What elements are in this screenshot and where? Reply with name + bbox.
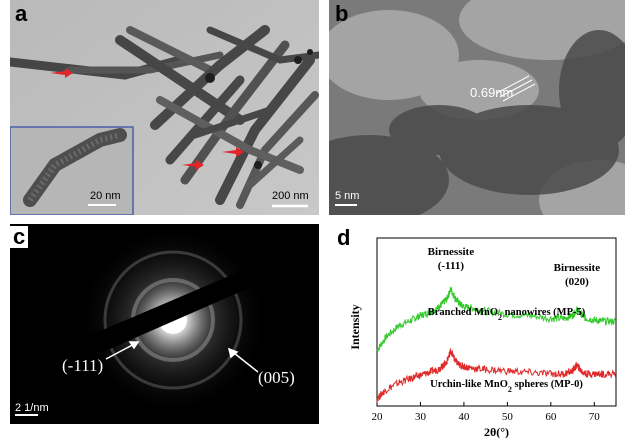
panel-b-hrtem-image: b 0.69nm 5 nm [329,0,625,215]
xrd-plot: 20 30 40 50 60 70 2θ(°) Intensity Branched MnO2… [348,237,617,438]
peak2-index: (020) [565,276,589,288]
x-tick-label: 20 [372,411,384,423]
x-tick-label: 60 [545,411,557,423]
inset-scale-label: 20 nm [90,190,121,202]
x-axis-label: 2θ(°) [484,425,509,438]
panel-letter-c: c [10,226,29,248]
beam-stopper [70,252,290,362]
peak2-name: Birnessite [554,262,601,274]
ring-label-111: (-111) [62,356,104,375]
saed-diffraction-pattern [15,225,290,416]
lattice-spacing-label: 0.69nm [470,85,514,100]
plot-frame [376,237,617,407]
y-axis-label: Intensity [348,304,362,349]
nanowire-micrograph [10,0,319,215]
peak1-name: Birnessite [428,246,475,258]
peak1-index: (-111) [438,260,465,272]
panel-letter-d: d [337,225,351,250]
x-tick-label: 40 [458,411,470,423]
hrtem-micrograph [329,0,625,215]
panel-a-tem-image: a 20 nm 200 nm [10,0,319,215]
series-line-mp5 [376,286,616,353]
main-scale-label: 200 nm [272,190,309,202]
panel-c-saed-pattern: c (-111) (005) 2 1/nm [10,224,319,424]
panel-d-xrd-chart: d 20 30 40 50 60 70 2θ(°) Intensity Branched Mn… [329,224,625,438]
x-tick-label: 70 [589,411,601,423]
panel-letter-a: a [15,1,28,26]
ring-label-005: (005) [258,368,295,387]
series-label-mp5: Branched MnO2 nanowires (MP-5) [428,307,586,322]
x-tick-label: 50 [502,411,514,423]
series-label-mp0: Urchin-like MnO2 spheres (MP-0) [430,379,583,394]
series-line-mp0 [376,347,616,403]
lattice-fringe-lines [496,75,536,102]
saed-scale-label: 2 1/nm [15,402,49,414]
panel-letter-b: b [335,1,349,26]
red-marker-arrows [50,68,244,170]
hrtem-scale-label: 5 nm [335,190,360,202]
x-tick-label: 30 [415,411,427,423]
panel-a-inset [10,126,134,215]
